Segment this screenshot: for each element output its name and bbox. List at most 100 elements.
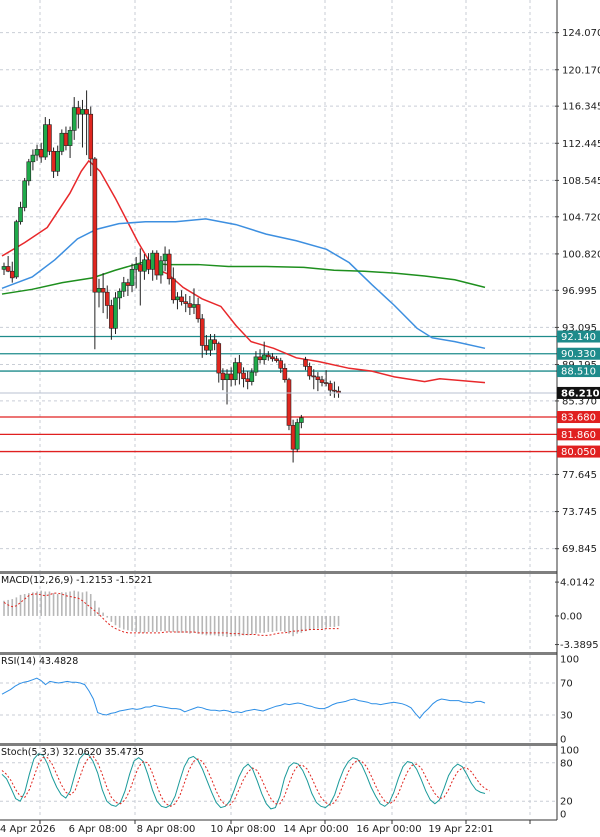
price-tick-label: 96.995 [562,286,597,297]
candle-down [5,266,11,272]
time-tick-label: 16 Apr 00:00 [356,824,421,835]
stoch-tick-label: 100 [560,746,579,757]
rsi-tick-label: 70 [560,679,573,690]
level-label: 80.050 [561,447,596,458]
candle-down [100,288,106,293]
candle-down [228,373,234,381]
candle-down [63,132,69,146]
ma-line [1,218,486,350]
candle-down [266,354,271,358]
candle-up [294,422,300,450]
candle-up [224,373,230,381]
macd-signal-line [3,592,339,636]
candle-up [1,266,7,270]
level-label: 90.330 [561,349,596,360]
candle-down [290,425,296,450]
candle-up [150,252,155,270]
candle-down [237,362,242,374]
price-tick-label: 108.545 [562,176,600,187]
candle-down [104,291,110,306]
time-tick-label: 8 Apr 08:00 [137,824,196,835]
candle-up [253,356,259,373]
rsi-label: RSI(14) 43.4828 [1,656,78,667]
support-resistance-levels [0,335,557,453]
stoch-label: Stoch(5,3,3) 32.0620 35.4735 [1,747,144,758]
candle-down [183,301,189,304]
candle-down [125,282,131,286]
candle-down [220,372,226,381]
candle-up [129,269,135,286]
candle-down [278,360,284,369]
candle-up [158,260,164,276]
candle-down [47,124,52,152]
rsi-panel: RSI(14) 43.4828 [0,656,555,719]
candle-down [137,264,143,272]
candle-up [30,154,36,163]
price-tick-label: 73.745 [562,507,597,518]
candlestick-series [1,90,341,463]
candle-down [241,372,246,380]
candle-up [96,288,102,293]
macd-label: MACD(12,26,9) -1.2153 -1.5221 [1,575,153,586]
candle-up [80,109,85,115]
price-tick-label: 124.070 [562,28,600,39]
panel-separator [0,743,557,746]
level-label: 92.140 [561,332,596,343]
macd-tick-label: 0.00 [560,611,582,622]
macd-tick-label: 4.0142 [560,578,595,589]
candle-down [307,366,312,377]
level-label-bg [557,347,600,360]
candle-up [191,304,197,308]
time-tick-label: 6 Apr 08:00 [69,824,128,835]
candle-down [9,270,15,279]
price-tick-label: 69.845 [562,544,597,555]
candle-up [59,132,65,152]
time-tick-label: 10 Apr 08:00 [210,824,275,835]
ma-line [1,159,486,384]
candle-down [216,343,222,374]
candle-up [113,297,118,329]
time-tick-label: 14 Apr 00:00 [283,824,348,835]
price-tick-label: 93.095 [562,323,597,334]
stoch-panel: Stoch(5,3,3) 32.0620 35.4735 [0,747,555,810]
candle-up [22,180,27,208]
candle-down [146,259,151,270]
candle-down [319,379,325,383]
stoch-k-line [1,753,486,810]
candle-down [76,107,81,115]
level-label: 81.860 [561,430,596,441]
candle-down [282,367,288,381]
macd-tick-label: -3.3895 [560,640,599,651]
price-tick-label: 120.170 [562,65,600,76]
candle-up [232,362,238,381]
candle-down [286,379,292,426]
level-label-bg [557,330,600,343]
candle-down [195,304,201,320]
rsi-tick-label: 30 [560,711,573,722]
price-tick-label: 77.645 [562,470,597,481]
candle-up [55,151,60,172]
grid-lines [0,0,555,818]
candle-down [204,345,209,351]
candle-down [332,389,337,392]
candle-down [88,113,94,160]
candle-down [327,383,333,391]
stoch-d-line [1,755,490,807]
macd-panel: MACD(12,26,9) -1.2153 -1.5221 [1,575,340,638]
candle-down [51,151,56,172]
time-tick-label: 4 Apr 2026 [0,824,55,835]
candle-up [249,371,255,382]
price-axis: 124.070 120.170 116.345 112.445 108.545 104.7… [555,28,600,821]
current-price-label: 86.210 [561,388,600,399]
candle-down [199,318,205,346]
price-tick-label: 100.820 [562,249,600,260]
candle-up [133,264,139,270]
candle-down [171,278,176,301]
level-label-bg [557,365,600,378]
price-tick-label: 112.445 [562,139,600,150]
candle-up [208,339,213,351]
rsi-tick-label: 100 [560,655,579,666]
moving-average-lines [1,159,486,384]
level-label-bg [557,411,600,424]
